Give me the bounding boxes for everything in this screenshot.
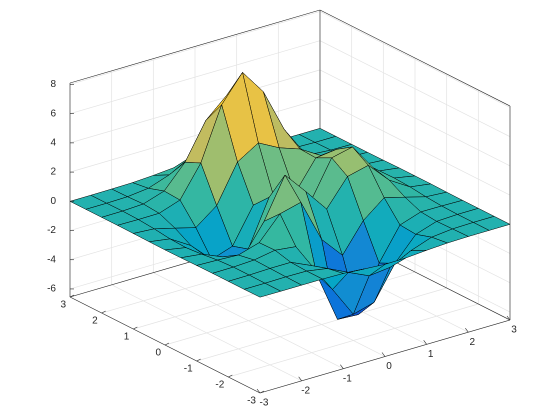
x-tick: [381, 352, 386, 357]
grid-line: [69, 69, 321, 144]
grid-line: [319, 40, 511, 137]
x-tick: [256, 388, 261, 394]
x-tick: [340, 364, 344, 369]
z-tick-label: -4: [47, 254, 56, 265]
axis-box: [69, 9, 321, 84]
y-tick: [196, 358, 201, 362]
y-tick: [164, 342, 170, 346]
grid-line: [319, 11, 511, 108]
grid-line: [319, 98, 511, 196]
grid-line: [69, 98, 321, 173]
z-tick-label: 0: [50, 196, 56, 207]
y-tick-label: 2: [92, 316, 98, 327]
x-tick-label: 3: [511, 325, 517, 336]
y-tick: [259, 390, 265, 394]
z-tick-label: -2: [47, 225, 56, 236]
y-tick-label: 3: [60, 300, 66, 311]
y-tick-label: -2: [215, 380, 224, 391]
grid-line: [196, 287, 447, 362]
x-tick-label: 1: [428, 349, 434, 360]
y-tick-label: 0: [155, 348, 161, 359]
x-tick-label: -3: [260, 398, 269, 409]
x-tick: [423, 340, 427, 345]
y-tick: [101, 310, 106, 314]
z-tick-label: -6: [47, 284, 56, 295]
y-tick-label: -1: [184, 364, 193, 375]
grid-line: [319, 69, 511, 167]
y-tick-label: -3: [247, 396, 256, 407]
y-tick: [133, 326, 138, 330]
x-tick-label: -2: [301, 385, 310, 396]
y-tick: [69, 294, 75, 298]
grid-line: [69, 11, 321, 85]
x-tick: [465, 327, 469, 333]
z-tick-label: 2: [50, 167, 56, 178]
x-tick: [298, 376, 302, 382]
axis-box: [319, 9, 511, 107]
x-tick-label: 2: [470, 337, 476, 348]
z-tick-label: 8: [50, 79, 56, 90]
grid-line: [228, 303, 479, 378]
z-tick-label: 4: [50, 138, 56, 149]
y-tick: [228, 374, 233, 378]
x-tick-label: -1: [343, 373, 352, 384]
z-tick-label: 6: [50, 108, 56, 119]
x-tick-label: 0: [386, 361, 392, 372]
surface-patch: [243, 282, 282, 298]
grid-line: [69, 40, 321, 115]
x-tick: [506, 315, 511, 321]
y-tick-label: 1: [124, 332, 130, 343]
